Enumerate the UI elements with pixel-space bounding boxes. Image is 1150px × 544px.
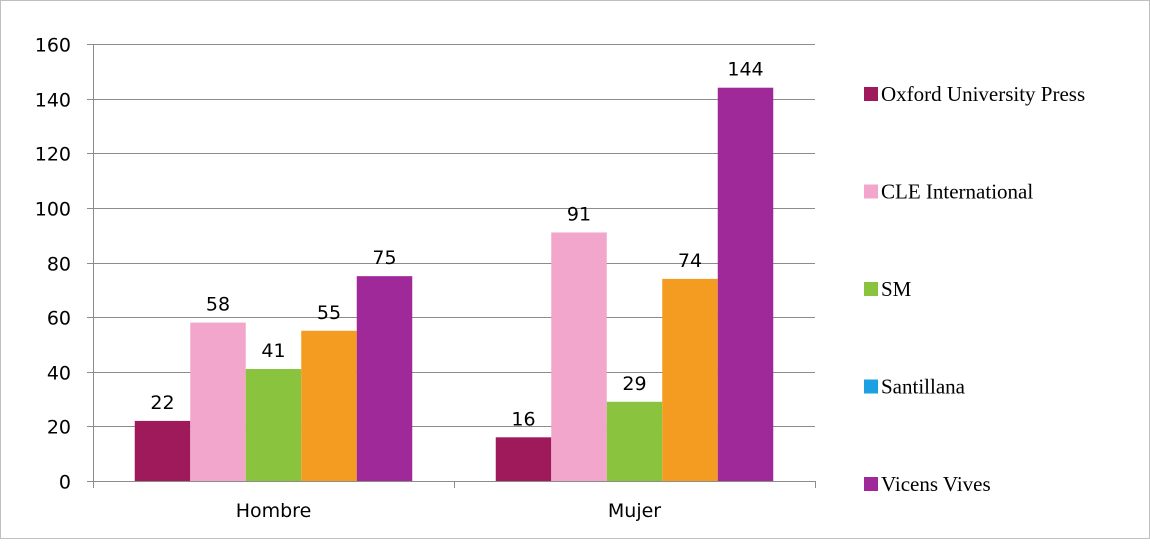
legend-label: Oxford University Press — [881, 82, 1085, 106]
bar — [190, 322, 246, 481]
legend: Oxford University Press CLE International… — [864, 82, 1085, 496]
legend-swatch — [864, 477, 878, 491]
data-labels: 22 58 41 55 75 16 91 29 74 144 — [150, 59, 763, 431]
legend-label: SM — [881, 277, 912, 301]
bar — [356, 276, 413, 481]
data-label: 55 — [317, 302, 341, 324]
bars — [134, 87, 774, 481]
data-label: 58 — [206, 294, 230, 316]
bar — [717, 87, 774, 481]
data-label: 144 — [727, 59, 763, 81]
data-label: 75 — [372, 247, 396, 269]
bar — [245, 369, 302, 481]
y-tick-label: 100 — [35, 199, 71, 221]
bar — [551, 232, 607, 481]
y-tick-label: 140 — [35, 90, 71, 112]
y-tick-label: 120 — [35, 144, 71, 166]
bar — [606, 401, 663, 481]
bar — [134, 420, 191, 481]
data-label: 74 — [678, 250, 702, 272]
legend-label: Santillana — [881, 375, 966, 399]
legend-swatch — [864, 282, 878, 296]
bar — [301, 330, 357, 481]
bar — [662, 278, 718, 481]
legend-label: Vicens Vives — [881, 472, 991, 496]
y-tick-label: 40 — [47, 363, 71, 385]
y-tick-label: 80 — [47, 254, 71, 276]
legend-swatch — [864, 87, 878, 101]
data-label: 41 — [261, 340, 285, 362]
y-tick-label: 60 — [47, 308, 71, 330]
x-category-label: Hombre — [236, 500, 312, 522]
data-label: 22 — [150, 392, 174, 414]
data-label: 29 — [622, 373, 646, 395]
data-label: 16 — [511, 408, 535, 430]
legend-swatch — [864, 379, 878, 394]
y-tick-label: 0 — [59, 472, 71, 494]
axes: 0 20 40 60 80 100 120 140 160 Hombre Mujer — [35, 35, 816, 522]
legend-swatch — [864, 184, 878, 199]
legend-label: CLE International — [881, 180, 1033, 204]
x-category-label: Mujer — [608, 500, 661, 522]
data-label: 91 — [567, 203, 591, 225]
y-tick-label: 160 — [35, 35, 71, 57]
bar — [495, 437, 552, 481]
y-tick-label: 20 — [47, 417, 71, 439]
